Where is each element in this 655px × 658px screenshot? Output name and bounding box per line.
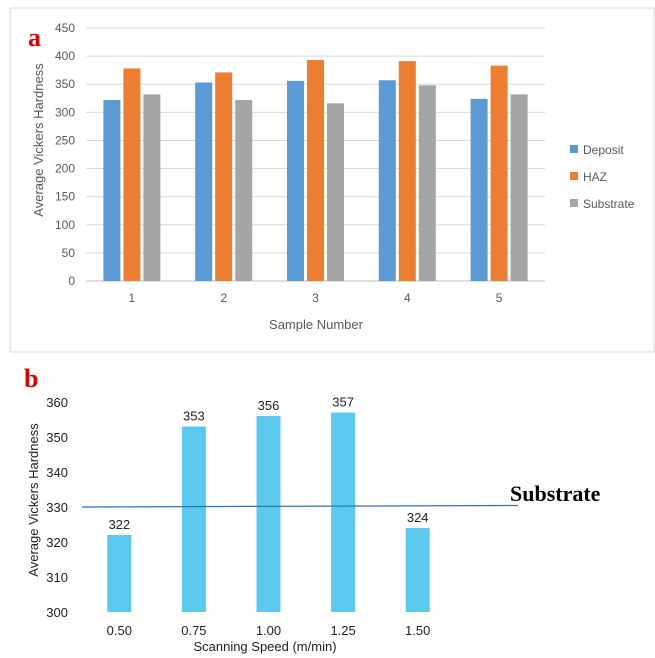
panel-a-x-tick-label: 1 [129,291,136,305]
panel-b-y-axis-title: Average Vickers Hardness [26,423,41,577]
panel-a-bar-haz-1 [123,68,141,281]
panel-b-bar-1.25 [331,412,356,612]
panel-a-bar-substrate-5 [510,94,528,281]
legend-label-substrate: Substrate [583,197,635,211]
panel-b-bar-1.50 [405,528,430,612]
panel-a-y-tick-label: 300 [55,105,75,119]
panel-b-data-label: 324 [407,510,429,525]
panel-a-bar-haz-2 [215,72,233,281]
legend-swatch-substrate [570,199,578,207]
panel-b-x-tick-label: 1.00 [256,623,281,638]
panel-a-bar-deposit-3 [287,80,304,281]
panel-a-y-tick-label: 250 [55,133,75,147]
panel-a-y-tick-label: 200 [55,162,75,176]
panel-b-bar-0.75 [181,426,206,612]
panel-a-letter: a [28,23,41,52]
panel-a-gridlines [86,27,545,282]
panel-a-bar-deposit-2 [195,82,213,281]
legend-label-haz: HAZ [583,170,607,184]
panel-b-x-tick-label: 0.75 [181,623,206,638]
panel-a-bar-deposit-1 [103,99,121,281]
panel-b-x-ticks: 0.50 0.75 1.00 1.25 1.50 [107,623,431,638]
panel-a-y-tick-label: 350 [55,77,75,91]
panel-b-bar-1.00 [256,416,281,612]
panel-b-bar-0.50 [107,535,132,612]
panel-b-data-labels: 322 353 356 357 324 [108,395,428,533]
panel-a-bar-haz-5 [490,65,508,282]
panel-a-y-tick-label: 100 [55,218,75,232]
panel-a-x-axis-title: Sample Number [269,317,364,332]
panel-b-y-tick-label: 300 [46,605,68,620]
substrate-annotation: Substrate [510,481,601,506]
panel-a-x-tick-label: 4 [404,291,411,305]
panel-a-bar-haz-3 [307,60,324,282]
panel-a-bar-haz-4 [398,61,416,281]
panel-a-y-tick-label: 150 [55,190,75,204]
panel-b-data-label: 356 [258,398,280,413]
panel-a-bar-deposit-4 [378,80,396,281]
panel-a-bar-substrate-2 [235,99,253,281]
panel-a-bar-deposit-5 [470,98,488,281]
panel-a-bar-substrate-1 [143,94,161,281]
panel-a-x-tick-label: 2 [220,291,227,305]
panel-b-data-label: 357 [332,395,354,410]
substrate-reference-line [81,504,519,508]
panel-b-y-ticks: 300 310 320 330 340 350 360 [46,395,68,620]
panel-b-y-tick-label: 340 [46,465,68,480]
panel-b-y-tick-label: 350 [46,430,68,445]
panel-b-x-axis-title: Scanning Speed (m/min) [193,639,336,654]
legend-swatch-haz [570,172,578,180]
panel-a-y-tick-label: 450 [55,21,75,35]
panel-b-bars [107,412,430,612]
panel-a-legend: Deposit HAZ Substrate [570,143,635,211]
panel-b-data-label: 353 [183,409,205,424]
panel-a-chart: a 0 50 100 150 200 250 300 350 400 450 1 2 3 4 5 Samp… [9,7,655,353]
panel-b-y-tick-label: 310 [46,570,68,585]
panel-a-x-ticks: 1 2 3 4 5 [129,291,503,305]
panel-a-y-ticks: 0 50 100 150 200 250 300 350 400 450 [55,21,75,288]
panel-b-letter: b [24,364,38,393]
panel-b-x-tick-label: 1.50 [405,623,430,638]
panel-a-x-tick-label: 5 [496,291,503,305]
panel-a-bars [103,60,528,282]
panel-a-bar-substrate-4 [418,85,436,281]
panel-b-y-tick-label: 330 [46,500,68,515]
panel-a-y-axis-title: Average Vickers Hardness [31,63,46,217]
panel-b-y-tick-label: 320 [46,535,68,550]
panel-b-x-tick-label: 1.25 [330,623,355,638]
panel-a-y-tick-label: 50 [62,246,76,260]
panel-b-data-label: 322 [108,517,130,532]
panel-b-x-tick-label: 0.50 [107,623,132,638]
panel-b-y-tick-label: 360 [46,395,68,410]
legend-swatch-deposit [570,145,578,153]
legend-label-deposit: Deposit [583,143,624,157]
panel-a-bar-substrate-3 [327,103,344,282]
panel-a-y-tick-label: 400 [55,49,75,63]
panel-a-y-tick-label: 0 [68,274,75,288]
panel-a-x-tick-label: 3 [312,291,319,305]
